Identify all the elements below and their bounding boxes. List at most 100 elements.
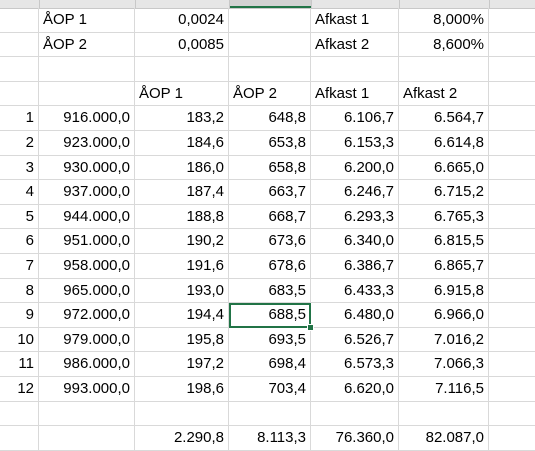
aop1-cell[interactable]: 183,2 [135,106,229,131]
fill-handle[interactable] [307,323,314,331]
param-label-afkast2[interactable]: Afkast 2 [311,32,399,58]
empty-cell[interactable] [489,377,535,402]
param-value-aop2[interactable]: 0,0085 [135,32,229,58]
aop1-cell[interactable]: 195,8 [135,327,229,353]
afkast1-cell[interactable]: 6.433,3 [311,278,399,304]
column-header-aop2[interactable]: ÅOP 2 [229,81,311,107]
aop2-cell[interactable]: 653,8 [229,131,311,156]
empty-cell[interactable] [489,352,535,377]
empty-cell[interactable] [0,426,39,451]
selected-cell[interactable]: 688,5 [229,303,311,328]
afkast1-cell[interactable]: 6.340,0 [311,229,399,254]
afkast2-cell[interactable]: 6.765,3 [399,204,489,230]
amount-cell[interactable]: 972.000,0 [39,303,135,328]
empty-cell[interactable] [135,57,229,82]
afkast1-cell[interactable]: 6.200,0 [311,155,399,181]
param-label-afkast1[interactable]: Afkast 1 [311,8,399,33]
empty-cell[interactable] [489,426,535,451]
param-label-aop2[interactable]: ÅOP 2 [39,32,135,58]
afkast2-cell[interactable]: 6.715,2 [399,180,489,205]
row-number[interactable]: 9 [0,303,39,328]
aop1-cell[interactable]: 191,6 [135,254,229,279]
empty-cell[interactable] [311,401,399,427]
aop2-cell[interactable]: 663,7 [229,180,311,205]
aop1-cell[interactable]: 194,4 [135,303,229,328]
afkast1-cell[interactable]: 6.106,7 [311,106,399,131]
afkast2-cell[interactable]: 6.915,8 [399,278,489,304]
afkast2-cell[interactable]: 7.066,3 [399,352,489,377]
amount-cell[interactable]: 930.000,0 [39,155,135,181]
empty-cell[interactable] [489,82,535,107]
afkast1-cell[interactable]: 6.153,3 [311,131,399,156]
afkast1-cell[interactable]: 6.293,3 [311,204,399,230]
aop2-cell[interactable]: 673,6 [229,229,311,254]
aop2-cell[interactable]: 703,4 [229,377,311,402]
empty-cell[interactable] [489,229,535,254]
column-header-aop1[interactable]: ÅOP 1 [135,81,229,107]
total-aop1[interactable]: 2.290,8 [135,426,229,451]
aop1-cell[interactable]: 188,8 [135,204,229,230]
amount-cell[interactable]: 965.000,0 [39,278,135,304]
aop1-cell[interactable]: 190,2 [135,229,229,254]
total-aop2[interactable]: 8.113,3 [229,426,311,451]
afkast2-cell[interactable]: 6.966,0 [399,303,489,328]
amount-cell[interactable]: 993.000,0 [39,377,135,402]
aop2-cell[interactable]: 693,5 [229,327,311,353]
afkast2-cell[interactable]: 6.564,7 [399,106,489,131]
total-afkast1[interactable]: 76.360,0 [311,426,399,451]
column-divider[interactable] [39,0,40,8]
empty-cell[interactable] [489,8,535,33]
empty-cell[interactable] [489,279,535,304]
empty-cell[interactable] [399,57,489,82]
empty-cell[interactable] [489,33,535,58]
empty-cell[interactable] [489,303,535,328]
row-number[interactable]: 10 [0,327,39,353]
afkast2-cell[interactable]: 7.116,5 [399,377,489,402]
afkast2-cell[interactable]: 6.865,7 [399,254,489,279]
aop2-cell[interactable]: 678,6 [229,254,311,279]
empty-cell[interactable] [311,57,399,82]
row-number[interactable]: 3 [0,155,39,181]
empty-cell[interactable] [489,106,535,131]
row-number[interactable]: 1 [0,106,39,131]
row-number[interactable]: 11 [0,352,39,377]
aop1-cell[interactable]: 186,0 [135,155,229,181]
empty-cell[interactable] [0,81,39,107]
selected-column-header[interactable] [229,0,311,8]
amount-cell[interactable]: 979.000,0 [39,327,135,353]
afkast1-cell[interactable]: 6.386,7 [311,254,399,279]
empty-cell[interactable] [229,32,311,58]
empty-cell[interactable] [489,156,535,181]
amount-cell[interactable]: 986.000,0 [39,352,135,377]
row-number[interactable]: 4 [0,180,39,205]
empty-cell[interactable] [229,57,311,82]
amount-cell[interactable]: 951.000,0 [39,229,135,254]
row-number[interactable]: 12 [0,377,39,402]
empty-cell[interactable] [39,81,135,107]
empty-cell[interactable] [489,180,535,205]
empty-cell[interactable] [135,401,229,427]
afkast1-cell[interactable]: 6.620,0 [311,377,399,402]
afkast1-cell[interactable]: 6.526,7 [311,327,399,353]
param-value-afkast2[interactable]: 8,600% [399,32,489,58]
column-divider[interactable] [311,0,312,8]
aop1-cell[interactable]: 184,6 [135,131,229,156]
empty-cell[interactable] [229,8,311,33]
aop2-cell[interactable]: 668,7 [229,204,311,230]
param-label-aop1[interactable]: ÅOP 1 [39,8,135,33]
column-divider[interactable] [399,0,400,8]
aop1-cell[interactable]: 197,2 [135,352,229,377]
afkast1-cell[interactable]: 6.246,7 [311,180,399,205]
amount-cell[interactable]: 958.000,0 [39,254,135,279]
column-divider[interactable] [135,0,136,8]
row-number[interactable]: 6 [0,229,39,254]
empty-cell[interactable] [489,205,535,230]
param-value-aop1[interactable]: 0,0024 [135,8,229,33]
amount-cell[interactable]: 937.000,0 [39,180,135,205]
column-header-afkast1[interactable]: Afkast 1 [311,81,399,107]
empty-cell[interactable] [489,254,535,279]
amount-cell[interactable]: 916.000,0 [39,106,135,131]
empty-cell[interactable] [0,57,39,82]
aop2-cell[interactable]: 698,4 [229,352,311,377]
total-afkast2[interactable]: 82.087,0 [399,426,489,451]
